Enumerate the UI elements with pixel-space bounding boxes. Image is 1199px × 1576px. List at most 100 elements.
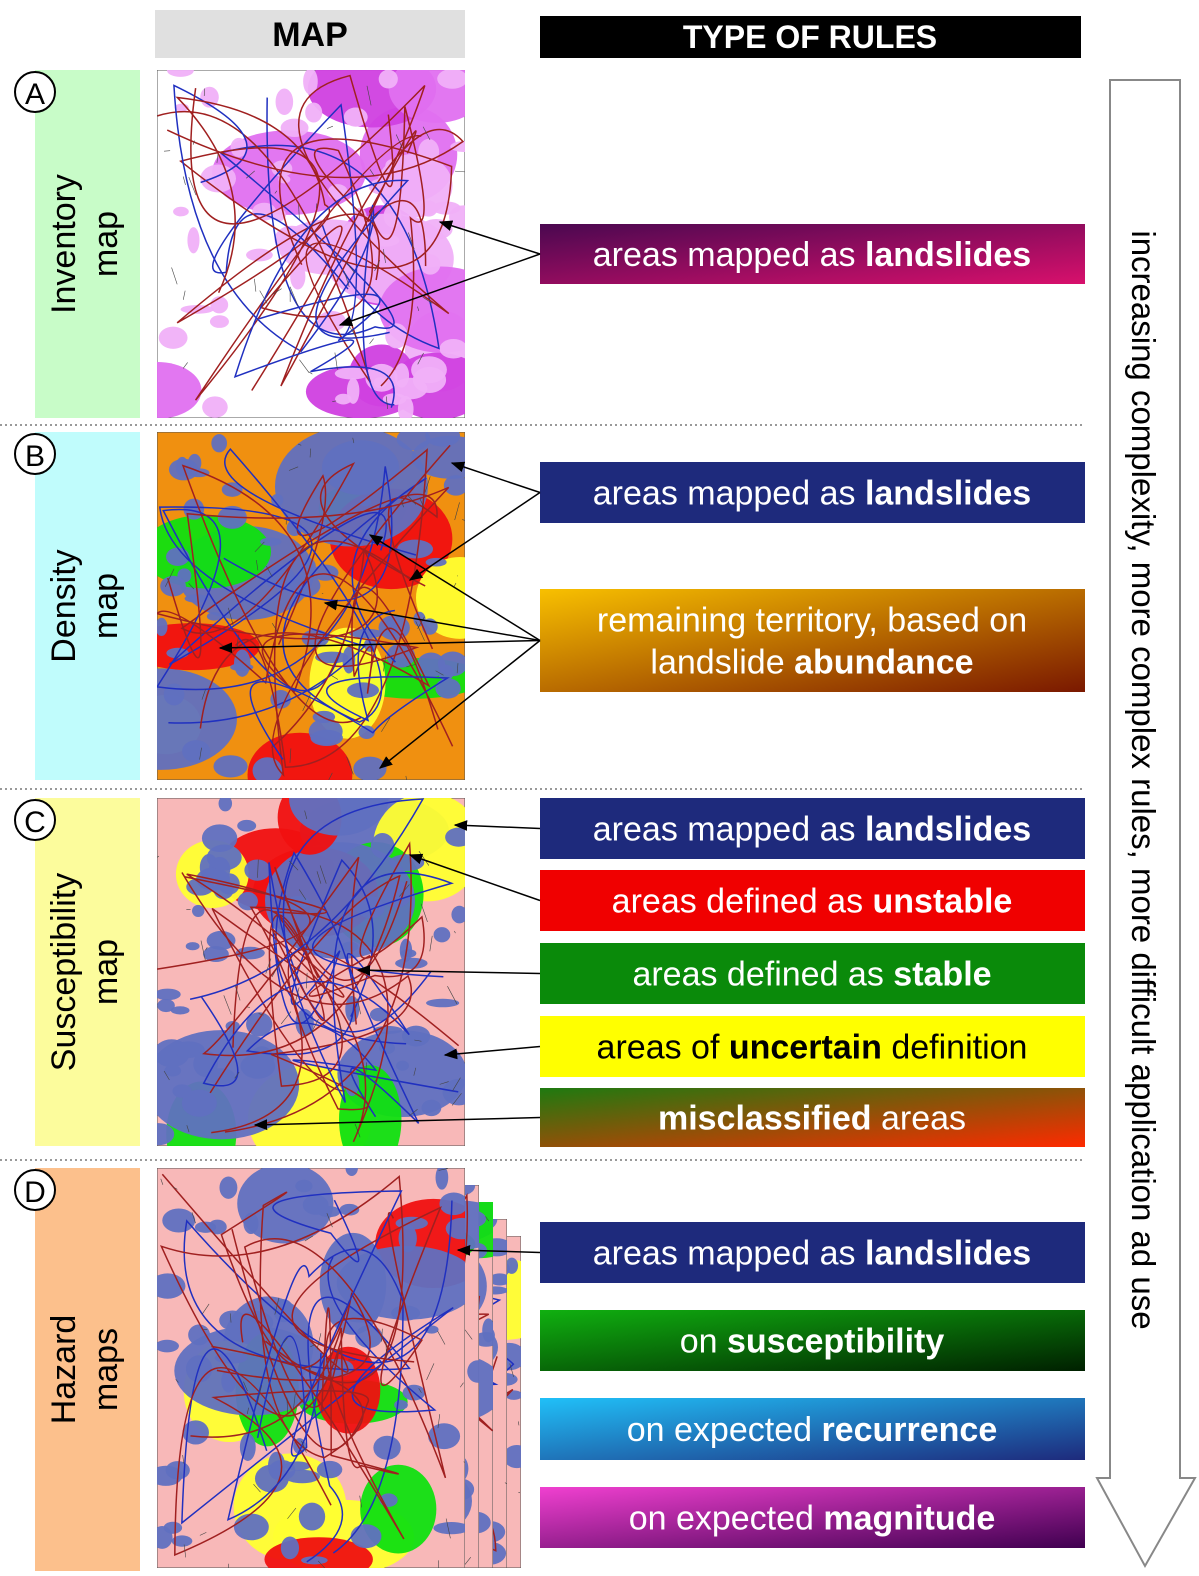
map-patch <box>192 905 204 917</box>
rule-text: on expected magnitude <box>629 1500 996 1538</box>
map-patch <box>210 315 229 328</box>
map <box>143 762 482 1186</box>
map-patch <box>394 378 428 400</box>
rule-text: areas defined as stable <box>632 956 991 994</box>
map-patch <box>506 1258 518 1274</box>
map-patch <box>439 339 467 358</box>
rule-text-part: landslides <box>865 475 1031 513</box>
map-patch <box>435 678 460 698</box>
rule-text-part: remaining territory, based on <box>597 602 1027 640</box>
rule-text-part: landslide <box>650 644 794 682</box>
map <box>113 50 504 422</box>
map-patch <box>397 428 431 450</box>
map-patch <box>159 327 188 349</box>
row-label: maps <box>87 1328 125 1411</box>
map-header: MAP <box>272 16 348 54</box>
arrow-text: increasing complexity, more complex rule… <box>1125 230 1162 1329</box>
map-patch <box>438 652 468 677</box>
map-patch <box>253 757 283 784</box>
map-patch <box>371 833 395 858</box>
row-label: Hazard <box>45 1315 83 1425</box>
map-patch <box>173 207 189 217</box>
map-patch <box>167 64 194 77</box>
map-patch <box>317 1461 342 1478</box>
rule-text-part: misclassified <box>658 1100 872 1138</box>
map-patch <box>442 1079 475 1105</box>
rule-text-part: on <box>680 1323 727 1361</box>
rule-text-part: areas of <box>597 1029 729 1067</box>
map-patch <box>162 1209 195 1233</box>
map-patch <box>155 618 167 636</box>
rule-text-part: areas <box>872 1100 967 1138</box>
row-label: Inventory <box>45 174 83 314</box>
map-patch <box>202 396 228 418</box>
map-patch <box>143 1123 174 1145</box>
rule-text: on susceptibility <box>680 1323 945 1361</box>
map-patch <box>389 854 424 871</box>
map-patch <box>355 1325 382 1348</box>
rule-text: areas mapped as landslides <box>593 236 1031 274</box>
map-patch <box>482 1318 494 1342</box>
map-patch <box>353 757 386 781</box>
map-patch <box>237 820 256 832</box>
map-patch <box>305 102 322 122</box>
rule-text-part: areas mapped as <box>593 811 865 849</box>
rule-text-part: unstable <box>873 883 1013 921</box>
rule-text-part: landslides <box>865 811 1031 849</box>
map-patch <box>219 1176 237 1198</box>
page: MAP TYPE OF RULES increasing complexity,… <box>0 0 1199 1571</box>
map-patch <box>394 1400 408 1410</box>
map-patch <box>281 119 309 137</box>
rule-text: misclassified areas <box>658 1100 966 1138</box>
map-patch <box>219 796 233 812</box>
map-patch <box>335 394 352 405</box>
map-patch <box>164 683 185 705</box>
map-patch <box>187 227 199 253</box>
map-patch <box>276 89 294 115</box>
rule-text: areas mapped as landslides <box>593 811 1031 849</box>
map-patch <box>160 576 186 597</box>
map-patch <box>290 263 305 289</box>
map-patch <box>425 425 460 446</box>
map-patch <box>152 1526 173 1549</box>
rule-text-part: uncertain <box>729 1029 882 1067</box>
map-patch <box>318 1206 341 1217</box>
pointer-arrow <box>455 825 540 829</box>
map-patch <box>299 1503 325 1531</box>
map-patch <box>234 1514 269 1541</box>
map-patch <box>171 1006 190 1014</box>
map-patch <box>182 1090 217 1117</box>
map <box>149 1160 491 1571</box>
rule-text: landslide abundance <box>650 644 973 682</box>
map-patch <box>439 1192 468 1215</box>
map-patch <box>362 524 384 538</box>
row-letter: B <box>25 440 45 473</box>
map-patch <box>389 55 486 123</box>
map-patch <box>342 942 359 952</box>
rule-text-part: areas mapped as <box>593 1235 865 1273</box>
rule-text-part: definition <box>882 1029 1028 1067</box>
map-patch <box>188 1324 210 1345</box>
map-patch <box>445 828 472 847</box>
map-patch <box>451 906 467 924</box>
map-patch <box>399 1224 417 1252</box>
map-patch <box>420 201 438 217</box>
row-label: Susceptibility <box>45 873 83 1071</box>
map-patch <box>186 942 200 950</box>
row-label: map <box>87 939 125 1005</box>
map-patch <box>373 1436 400 1460</box>
map-patch <box>295 1180 312 1193</box>
map-patch <box>234 649 250 676</box>
row-label: map <box>87 211 125 277</box>
rule-text-part: areas defined as <box>632 956 893 994</box>
map-patch <box>420 254 440 274</box>
map-patch <box>426 999 459 1008</box>
rule-text-part: landslides <box>865 1235 1031 1273</box>
map <box>86 425 504 817</box>
row-letter: A <box>25 78 45 111</box>
pointer-arrow <box>452 463 540 493</box>
map-patch <box>182 740 210 762</box>
row-letter: D <box>24 1176 46 1209</box>
rule-text-part: on expected <box>629 1500 824 1538</box>
map-patch <box>281 1537 299 1560</box>
